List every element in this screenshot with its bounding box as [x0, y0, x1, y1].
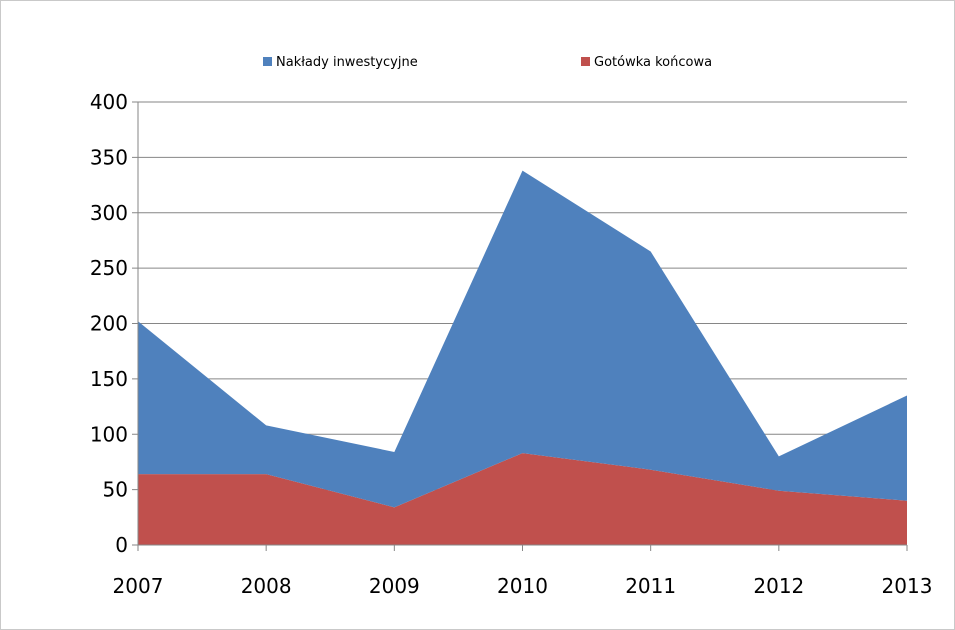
area-series-0	[138, 453, 907, 545]
x-axis-tick-labels: 2007 2008 2009 2010 2011 2012 2013	[113, 574, 933, 598]
legend: Nakłady inwestycyjne Gotówka końcowa	[263, 55, 712, 70]
y-tick-label-200: 200	[90, 312, 128, 336]
axes	[132, 101, 908, 551]
legend-label-0: Nakłady inwestycyjne	[276, 55, 418, 70]
y-tick-label-0: 0	[115, 533, 128, 557]
area-series-1	[138, 170, 907, 508]
y-tick-label-350: 350	[90, 145, 128, 169]
y-axis-tick-labels: 0 50 100 150 200 250 300 350 400	[90, 90, 128, 557]
y-tick-label-250: 250	[90, 256, 128, 280]
legend-label-1: Gotówka końcowa	[594, 55, 712, 70]
x-tick-label-2009: 2009	[369, 574, 420, 598]
x-tick-label-2007: 2007	[113, 574, 164, 598]
x-tick-label-2012: 2012	[753, 574, 804, 598]
y-tick-label-400: 400	[90, 90, 128, 114]
y-tick-label-150: 150	[90, 367, 128, 391]
area-series	[138, 170, 907, 545]
x-tick-label-2011: 2011	[625, 574, 676, 598]
y-tick-label-300: 300	[90, 201, 128, 225]
x-tick-label-2013: 2013	[882, 574, 933, 598]
x-tick-label-2010: 2010	[497, 574, 548, 598]
y-tick-label-100: 100	[90, 422, 128, 446]
legend-swatch-0	[263, 57, 272, 66]
y-tick-label-50: 50	[103, 478, 128, 502]
legend-swatch-1	[581, 57, 590, 66]
x-tick-label-2008: 2008	[241, 574, 292, 598]
